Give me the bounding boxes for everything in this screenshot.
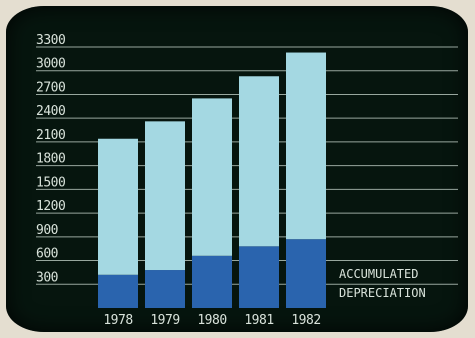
y-tick-label-2700: 2700 <box>36 80 65 95</box>
bar-1978-series-0 <box>98 274 138 308</box>
bar-1980-series-0 <box>192 255 232 308</box>
x-tick-label-1979: 1979 <box>150 313 179 328</box>
crt-screen: 300 600 900 1200 1500 1800 2100 2400 2700 3000 330… <box>6 6 468 332</box>
bar-1980-series-1 <box>192 98 232 256</box>
bar-1982-series-0 <box>286 239 326 308</box>
y-tick-label-2100: 2100 <box>36 128 65 143</box>
bar-1979-series-0 <box>145 270 185 308</box>
x-tick-label-1978: 1978 <box>103 313 132 328</box>
y-tick-label-3000: 3000 <box>36 57 65 72</box>
x-tick-label-1982: 1982 <box>291 313 320 328</box>
bar-1978-series-1 <box>98 138 138 275</box>
x-tick-label-1981: 1981 <box>244 313 273 328</box>
bar-1981-series-1 <box>239 76 279 247</box>
y-tick-label-600: 600 <box>36 247 58 262</box>
y-tick-label-300: 300 <box>36 270 58 285</box>
x-tick-label-1980: 1980 <box>197 313 226 328</box>
y-tick-label-900: 900 <box>36 223 58 238</box>
bar-1981-series-0 <box>239 246 279 308</box>
bar-1979-series-1 <box>145 121 185 271</box>
y-tick-label-2400: 2400 <box>36 104 65 119</box>
annotation-line-1: ACCUMULATED <box>339 267 418 281</box>
annotation-line-2: DEPRECIATION <box>339 286 426 300</box>
y-tick-label-3300: 3300 <box>36 33 65 48</box>
y-tick-label-1200: 1200 <box>36 199 65 214</box>
depreciation-bar-chart: 300 600 900 1200 1500 1800 2100 2400 2700 3000 330… <box>36 33 458 328</box>
y-tick-label-1500: 1500 <box>36 175 65 190</box>
bar-1982-series-1 <box>286 52 326 240</box>
y-tick-label-1800: 1800 <box>36 152 65 167</box>
